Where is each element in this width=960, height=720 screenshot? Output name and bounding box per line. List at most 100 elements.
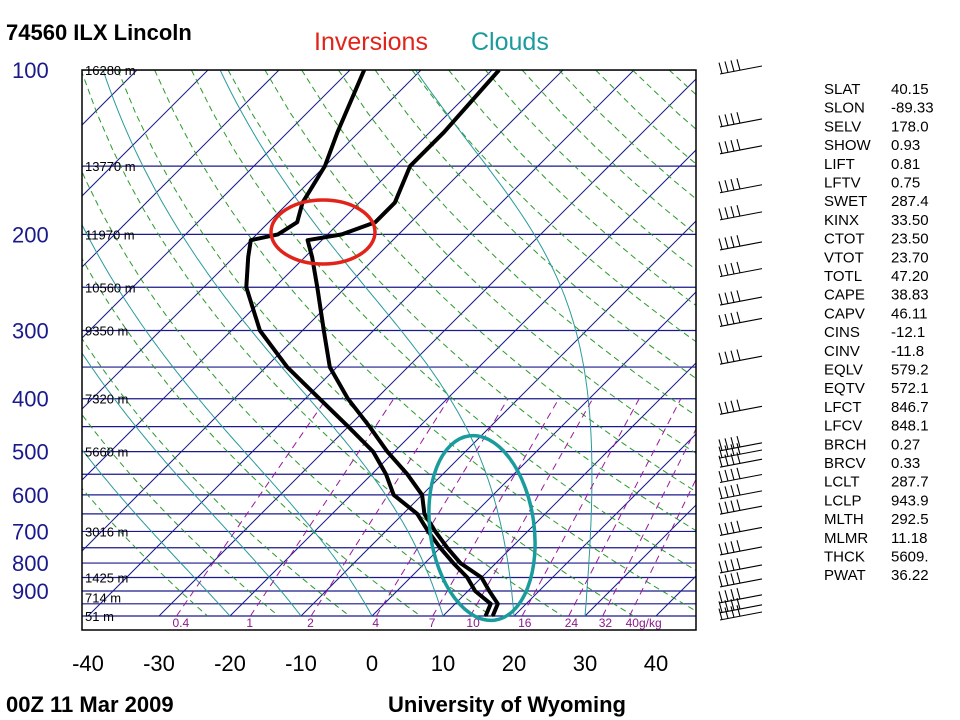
- moist-adiabat: [82, 448, 231, 617]
- dewpoint-profile-point: [372, 450, 374, 453]
- mixing-ratio-line: [249, 398, 395, 617]
- pressure-tick-label: 200: [12, 222, 49, 247]
- temperature-profile-point: [406, 473, 409, 476]
- dewpoint-profile-point: [245, 286, 248, 289]
- mixing-ratio-label: 16: [518, 616, 532, 630]
- index-value: 178.0: [891, 118, 929, 135]
- mixing-ratio-label: 7: [429, 616, 436, 630]
- temperature-profile-point: [480, 576, 483, 579]
- mixing-ratio-line: [521, 398, 640, 617]
- temperature-profile-point: [491, 615, 494, 617]
- wind-barb: [718, 177, 763, 194]
- temperature-profile-point: [443, 131, 445, 133]
- temperature-profile: [305, 70, 501, 617]
- dewpoint-profile-point: [474, 590, 476, 592]
- wind-barb: [718, 484, 763, 500]
- height-label: 51 m: [85, 609, 114, 624]
- index-value: 46.11: [891, 305, 927, 322]
- temperature-tick-label: 40: [644, 651, 668, 676]
- temperature-axis: -40 -30 -20 -10 0 10 20 30 40: [72, 651, 668, 676]
- wind-barb: [718, 235, 763, 251]
- dry-adiabat: [82, 413, 279, 617]
- wind-barb: [718, 59, 763, 75]
- isotherm-line: [442, 362, 696, 617]
- wind-barbs: [718, 59, 763, 621]
- dewpoint-profile-point: [318, 397, 321, 400]
- wind-barb: [718, 540, 763, 556]
- dewpoint-profile-point: [392, 494, 395, 496]
- dewpoint-profile-point: [439, 547, 442, 549]
- isotherm-line: [82, 70, 209, 197]
- pressure-tick-label: 300: [12, 319, 49, 344]
- mixing-ratio-line: [629, 478, 696, 617]
- index-name: BRCV: [824, 455, 866, 472]
- temperature-profile-point: [446, 547, 449, 549]
- isotherm-line: [229, 149, 696, 617]
- station-title: 74560 ILX Lincoln: [6, 20, 192, 45]
- height-label: 3016 m: [85, 524, 128, 539]
- wind-barb: [718, 261, 763, 278]
- isotherm-line: [82, 70, 493, 481]
- mixing-ratio-line: [568, 398, 682, 617]
- dry-adiabat: [82, 337, 350, 617]
- wind-barb: [718, 138, 763, 155]
- isotherm-line: [82, 70, 351, 339]
- temperature-profile-point: [423, 513, 426, 515]
- dry-adiabat: [264, 70, 696, 493]
- index-name: VTOT: [824, 249, 864, 266]
- pressure-tick-label: 100: [12, 58, 49, 83]
- isotherm-line: [158, 78, 696, 617]
- temperature-profile-point: [374, 221, 377, 223]
- index-name: MLMR: [824, 530, 868, 547]
- temperature-profile-point: [394, 201, 396, 204]
- isotherm-line: [584, 504, 696, 617]
- dry-adiabat: [485, 70, 696, 271]
- temperature-profile-point: [347, 397, 349, 400]
- index-value: 572.1: [891, 380, 929, 397]
- mixing-ratio-line: [375, 398, 509, 617]
- index-name: LCLT: [824, 474, 860, 491]
- temperature-profile-point: [316, 286, 319, 289]
- mixing-ratio-label: 4: [372, 616, 379, 630]
- wind-barb: [718, 290, 763, 306]
- inversion-ellipse: [269, 198, 377, 266]
- dewpoint-profile-point: [489, 603, 492, 605]
- pressure-tick-label: 800: [12, 551, 49, 576]
- wind-barb: [718, 467, 763, 484]
- index-name: SWET: [824, 193, 867, 210]
- wind-barb: [718, 499, 763, 515]
- index-value: -89.33: [891, 100, 934, 117]
- dry-adiabat: [411, 70, 696, 343]
- temperature-profile-point: [409, 165, 411, 167]
- wind-barb: [718, 558, 763, 574]
- clouds-ellipse: [427, 433, 537, 623]
- temperature-profile-point: [421, 494, 423, 496]
- isotherm-line: [513, 433, 696, 617]
- index-name: LFTV: [824, 175, 861, 192]
- wind-barb: [718, 605, 763, 621]
- moist-adiabat: [219, 70, 515, 617]
- index-name: SHOW: [824, 137, 872, 154]
- index-value: 943.9: [891, 492, 929, 509]
- wind-barb: [718, 520, 763, 536]
- temperature-profile-point: [459, 562, 462, 564]
- dewpoint-profile-point: [484, 615, 487, 617]
- pressure-tick-label: 600: [12, 483, 49, 508]
- height-label: 714 m: [85, 591, 121, 606]
- index-name: PWAT: [824, 567, 866, 584]
- mixing-ratio-label: 2: [307, 616, 314, 630]
- temperature-profile-point: [434, 530, 437, 533]
- index-value: 848.1: [891, 418, 929, 435]
- index-name: KINX: [824, 212, 859, 229]
- index-value: 292.5: [891, 511, 929, 528]
- index-value: 287.4: [891, 193, 929, 210]
- dewpoint-profile-point: [324, 165, 326, 167]
- index-value: 33.50: [891, 212, 929, 229]
- index-value: -12.1: [891, 324, 925, 341]
- isotherm-line: [87, 70, 635, 617]
- moist-adiabat: [102, 70, 444, 617]
- mixing-ratio-line: [310, 398, 450, 617]
- dry-adiabat: [301, 70, 696, 454]
- moist-adiabat: [415, 70, 593, 617]
- dry-adiabat: [117, 70, 634, 617]
